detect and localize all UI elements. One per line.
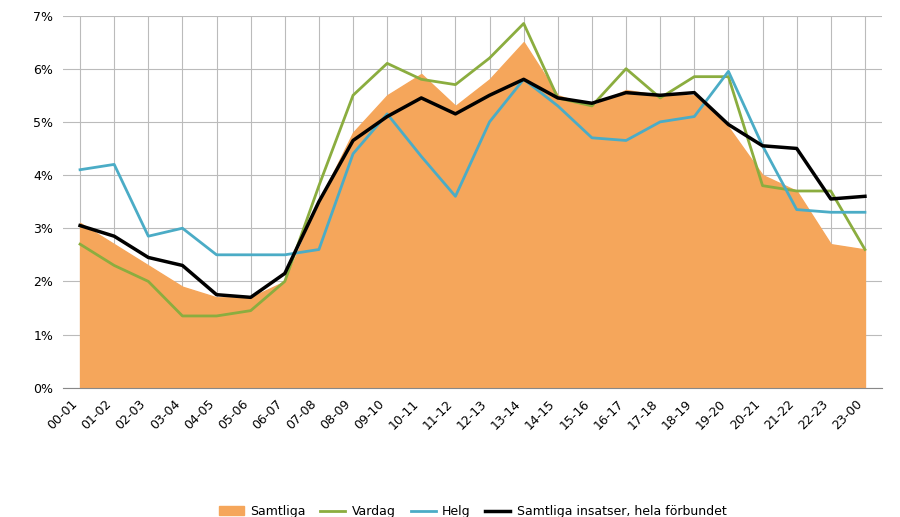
Legend: Samtliga, Vardag, Helg, Samtliga insatser, hela förbundet: Samtliga, Vardag, Helg, Samtliga insatse…: [213, 500, 732, 517]
